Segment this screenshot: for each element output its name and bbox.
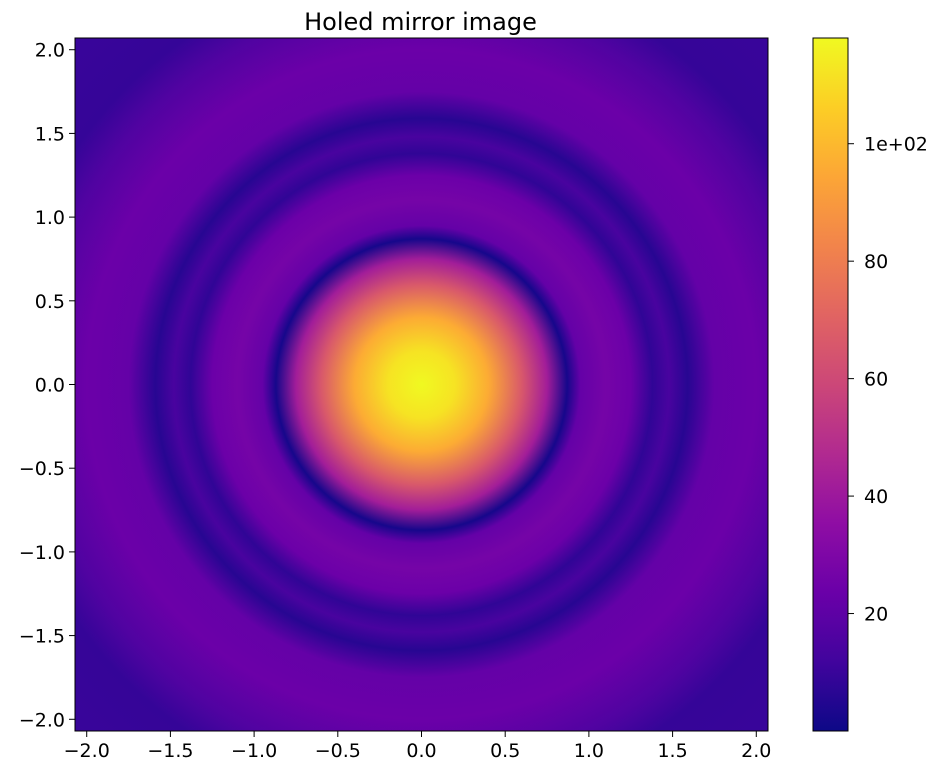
y-tick-label: 2.0 [35, 40, 65, 62]
x-tick-label: 0.5 [490, 740, 520, 762]
colorbar-tick-label: 60 [864, 369, 888, 391]
y-tick-label: 1.0 [35, 207, 65, 229]
x-tick-label: 1.5 [657, 740, 687, 762]
heatmap-plot-area [74, 37, 769, 732]
y-axis: 2.0 1.5 1.0 0.5 0.0 −0.5 −1.0 −1.5 −2.0 [19, 40, 75, 731]
y-tick-label: −1.5 [19, 626, 65, 648]
colorbar-tick-label: 1e+02 [864, 134, 928, 156]
colorbar-axis: 20 40 60 80 1e+02 [848, 134, 928, 626]
colorbar-gradient [813, 38, 848, 731]
y-tick-label: −0.5 [19, 458, 65, 480]
y-tick-label: −1.0 [19, 542, 65, 564]
colorbar [812, 37, 849, 732]
y-tick-label: 0.5 [35, 291, 65, 313]
colorbar-tick-label: 40 [864, 486, 888, 508]
x-tick-label: 0.0 [406, 740, 436, 762]
x-tick-label: −1.5 [147, 740, 193, 762]
y-tick-label: 0.0 [35, 375, 65, 397]
x-axis: −2.0 −1.5 −1.0 −0.5 0.0 0.5 1.0 1.5 2.0 [64, 731, 771, 762]
y-tick-label: 1.5 [35, 123, 65, 145]
colorbar-tick-label: 20 [864, 604, 888, 626]
x-tick-label: −2.0 [64, 740, 110, 762]
colorbar-frame [812, 37, 849, 732]
x-tick-label: 2.0 [741, 740, 771, 762]
x-tick-label: −1.0 [231, 740, 277, 762]
y-tick-label: −2.0 [19, 709, 65, 731]
chart-title: Holed mirror image [304, 8, 537, 36]
colorbar-tick-label: 80 [864, 251, 888, 273]
heatmap-image [75, 38, 768, 731]
x-tick-label: −0.5 [315, 740, 361, 762]
x-tick-label: 1.0 [574, 740, 604, 762]
